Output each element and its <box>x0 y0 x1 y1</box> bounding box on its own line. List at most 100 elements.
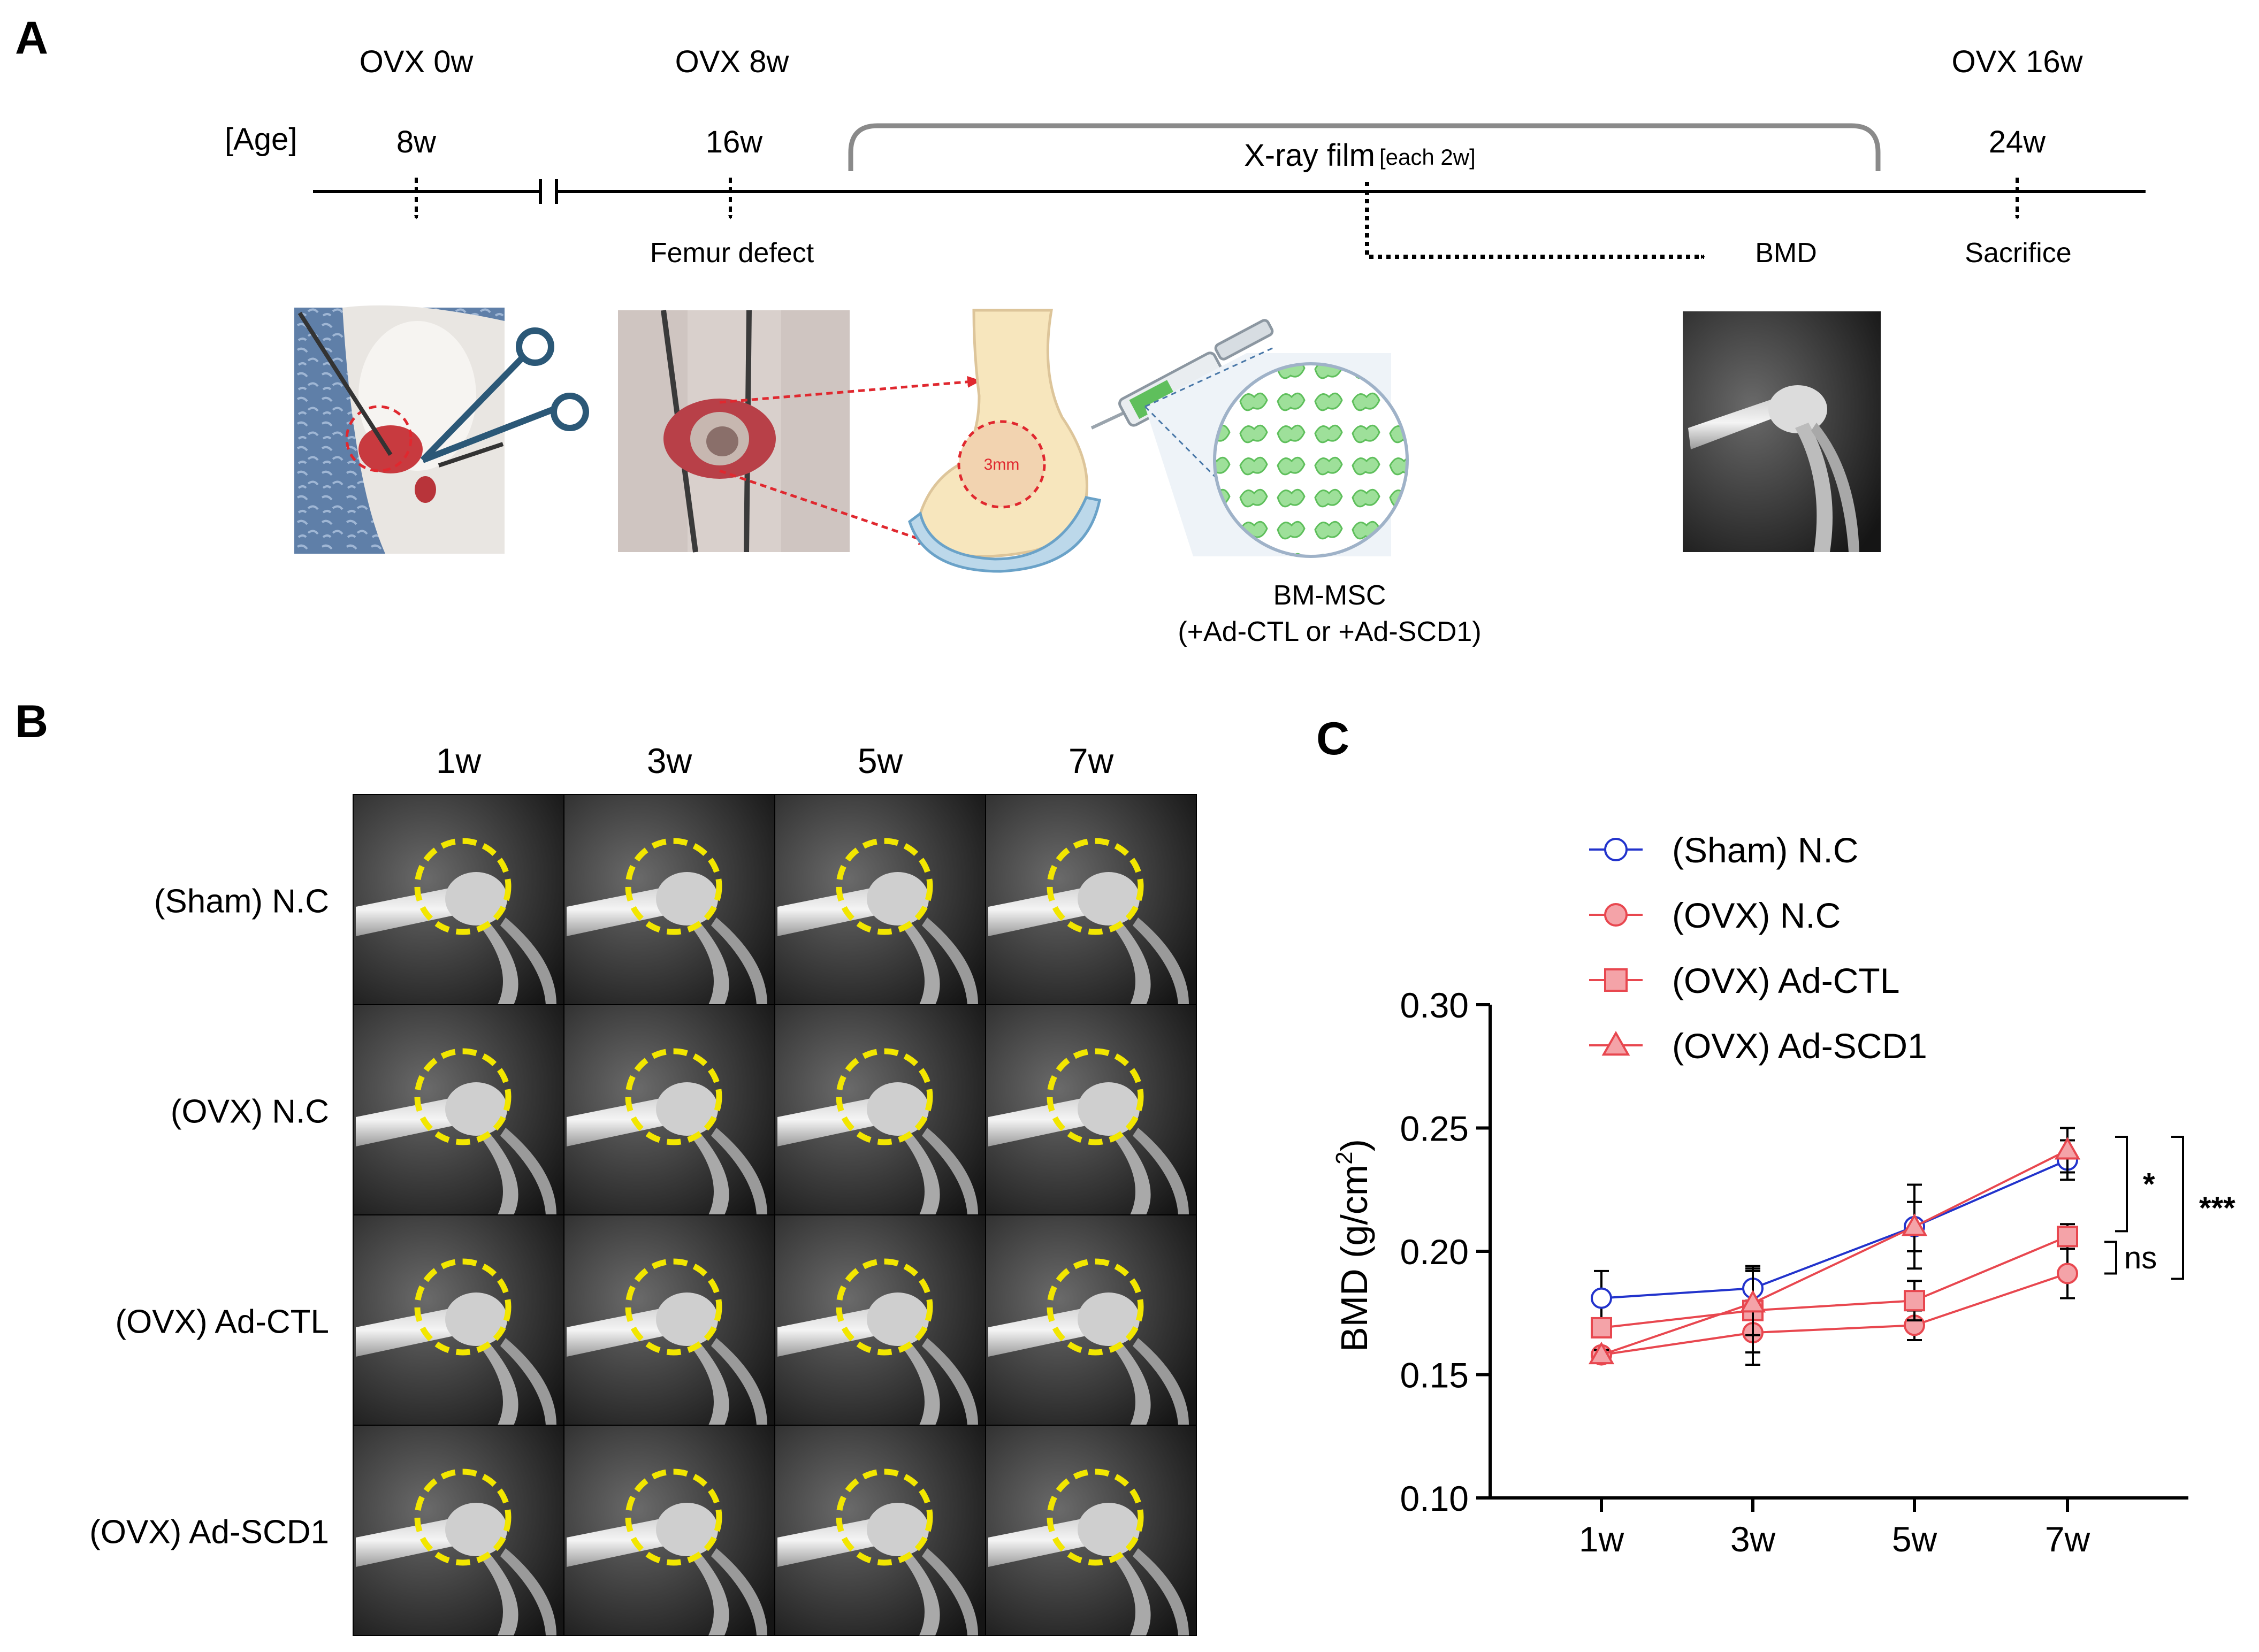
series-line <box>1601 1159 2068 1299</box>
data-point <box>1904 1290 1925 1312</box>
age-label: [Age] <box>225 122 297 157</box>
femur-defect-photo <box>618 310 850 553</box>
xray-cell <box>353 1214 564 1426</box>
defect-circle <box>625 838 722 935</box>
xray-row-label: (OVX) Ad-SCD1 <box>89 1514 329 1551</box>
cells-circle <box>1213 362 1409 558</box>
data-point <box>2057 1226 2078 1248</box>
xray-cell <box>563 1004 775 1215</box>
xray-cell <box>774 1214 986 1426</box>
xray-cell <box>774 794 986 1005</box>
significance-bracket <box>2171 1135 2184 1280</box>
defect-circle <box>625 1048 722 1145</box>
ovx-stage-3: OVX 16w <box>1952 44 2084 79</box>
data-point <box>1604 903 1628 927</box>
y-tick-label: 0.10 <box>1400 1479 1469 1518</box>
legend-label: (OVX) Ad-CTL <box>1672 961 1899 1000</box>
legend-label: (Sham) N.C <box>1672 830 1858 870</box>
xray-column-label: 3w <box>647 741 692 781</box>
legend-item: (OVX) N.C <box>1589 896 1841 935</box>
significance-bracket <box>2115 1135 2128 1233</box>
sacrifice-label: Sacrifice <box>1965 238 2071 269</box>
defect-circle <box>836 1469 933 1566</box>
data-point <box>1591 1287 1612 1309</box>
defect-circle <box>414 838 512 935</box>
xray-column-label: 7w <box>1069 741 1114 781</box>
xray-interval: [each 2w] <box>1379 144 1476 170</box>
defect-circle <box>625 1469 722 1566</box>
femur-illustration: 3mm <box>908 309 1101 573</box>
ovariectomy-photo <box>294 305 505 554</box>
data-point <box>1604 968 1628 992</box>
series-line <box>1601 1149 2068 1356</box>
y-tick-label: 0.20 <box>1400 1232 1469 1272</box>
significance-bracket <box>2104 1241 2117 1275</box>
xray-cell <box>774 1425 986 1636</box>
defect-circle <box>414 1048 512 1145</box>
series-line <box>1601 1272 2068 1356</box>
xray-row-label: (OVX) N.C <box>171 1093 329 1130</box>
photo-to-femur-arrow-2 <box>719 469 933 545</box>
defect-circle <box>836 1258 933 1356</box>
xray-grid: 1w 3w 5w 7w (Sham) N.C (OVX) N.C (OVX) Ad-CTL (… <box>89 741 1197 1636</box>
bmd-chart: 0.10 0.15 0.20 0.25 0.30 1w 3w 5w 7w BMD (g/cm2) (… <box>1331 830 2235 1559</box>
x-tick-label: 1w <box>1579 1519 1624 1559</box>
chart-legend: (Sham) N.C (OVX) N.C (OVX) Ad-CTL (OVX) Ad-… <box>1589 830 1927 1066</box>
data-point <box>2057 1263 2078 1284</box>
age-stage-1: 8w <box>396 125 437 159</box>
panel-c: C 0.10 0.15 0.20 0.25 0.30 1w 3w 5w 7w BMD (g/cm2… <box>1316 713 2235 1559</box>
defect-circle <box>1047 1258 1144 1356</box>
legend-item: (OVX) Ad-SCD1 <box>1589 1026 1927 1066</box>
legend-item: (OVX) Ad-CTL <box>1589 961 1899 1000</box>
xray-cell <box>563 794 775 1005</box>
panel-label-b: B <box>15 696 48 747</box>
significance-label: * <box>2143 1167 2155 1202</box>
defect-circle <box>1047 1469 1144 1566</box>
data-point <box>1591 1317 1612 1339</box>
significance-label: ns <box>2124 1241 2157 1275</box>
xray-cell <box>985 794 1197 1005</box>
legend-label: (OVX) Ad-SCD1 <box>1672 1026 1927 1066</box>
data-point <box>2054 1137 2081 1160</box>
xray-bracket <box>848 123 1881 171</box>
defect-size-label: 3mm <box>984 456 1020 473</box>
y-tick-label: 0.30 <box>1400 985 1469 1025</box>
data-point <box>1604 838 1628 861</box>
femur-defect-label: Femur defect <box>650 238 814 269</box>
panel-label-a: A <box>15 12 48 64</box>
series <box>1591 1139 2078 1327</box>
series <box>1588 1127 2081 1365</box>
xray-cell <box>985 1214 1197 1426</box>
defect-circle <box>625 1258 722 1356</box>
defect-circle <box>414 1469 512 1566</box>
defect-circle <box>414 1258 512 1356</box>
xray-cell <box>985 1004 1197 1215</box>
y-tick-label: 0.15 <box>1400 1356 1469 1395</box>
panel-label-c: C <box>1316 713 1349 764</box>
xray-row-label: (OVX) Ad-CTL <box>115 1304 329 1341</box>
y-axis-label: BMD (g/cm2) <box>1331 1139 1375 1352</box>
series-line <box>1601 1235 2068 1329</box>
cell-sublabel: (+Ad-CTL or +Ad-SCD1) <box>1178 616 1481 647</box>
y-tick-label: 0.25 <box>1400 1109 1469 1149</box>
age-stage-2: 16w <box>706 125 764 159</box>
xray-label: X-ray film <box>1244 138 1375 173</box>
defect-circle <box>836 838 933 935</box>
data-point <box>1588 1341 1615 1365</box>
defect-circle <box>1047 1048 1144 1145</box>
defect-circle <box>1047 838 1144 935</box>
significance-brackets: * ns *** <box>2104 1135 2235 1280</box>
legend-label: (OVX) N.C <box>1672 896 1841 935</box>
xray-cell <box>353 1004 564 1215</box>
panel-b: B 1w 3w 5w 7w (Sham) N.C (OVX) N.C (OVX) Ad-CT… <box>15 696 1197 1636</box>
defect-circle <box>836 1048 933 1145</box>
photo-to-femur-arrow-1 <box>719 376 981 404</box>
xray-row-label: (Sham) N.C <box>154 883 329 920</box>
data-point <box>1739 1290 1766 1313</box>
cell-label: BM-MSC <box>1273 580 1386 611</box>
xray-cell <box>985 1425 1197 1636</box>
xray-cell <box>563 1214 775 1426</box>
bmd-xray-image <box>1683 311 1881 552</box>
xray-cell <box>774 1004 986 1215</box>
ovx-stage-1: OVX 0w <box>360 44 474 79</box>
